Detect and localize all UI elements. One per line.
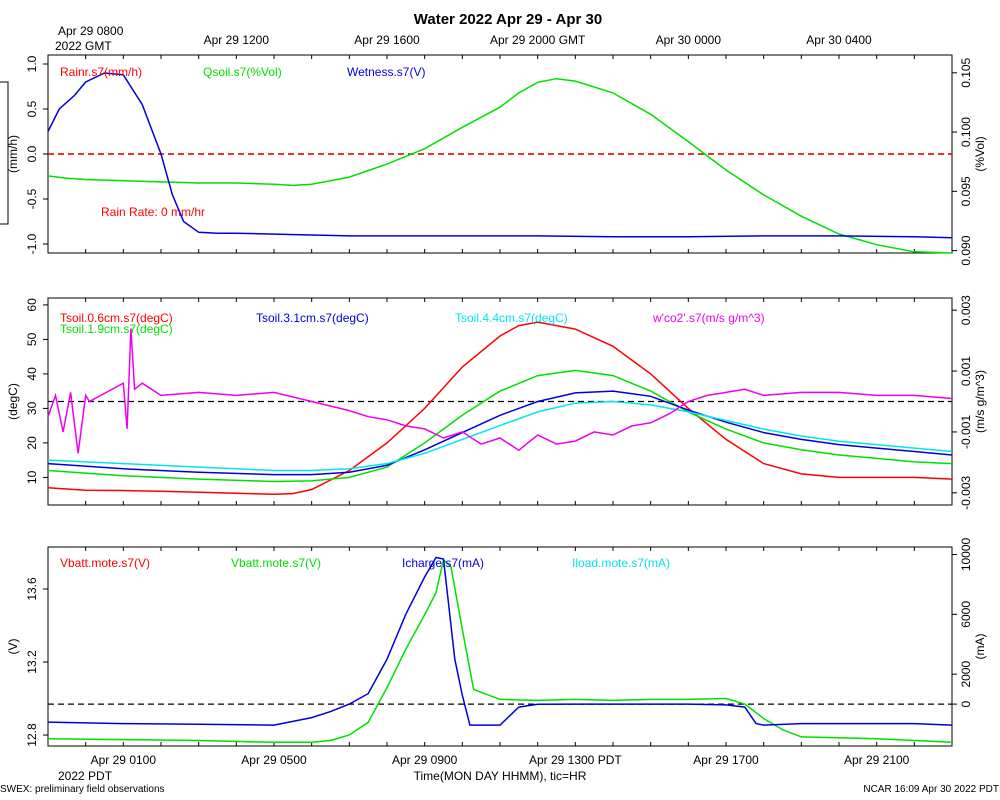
- left-tick-label: -0.5: [25, 188, 39, 209]
- left-axis-label: (mm/h): [6, 135, 20, 173]
- top-time-label: Apr 30 0400: [806, 33, 872, 47]
- series-line-tsoil-3-1cm-s7: [47, 390, 953, 476]
- right-tick-label: 2000: [959, 661, 973, 688]
- left-axis-label: (V): [6, 639, 20, 655]
- legend-entry: Iload.mote.s7(mA): [572, 556, 670, 570]
- left-tick-label: 0.0: [25, 145, 39, 162]
- legend-entry: Tsoil.1.9cm.s7(degC): [60, 322, 173, 336]
- legend-entry: Rainr.s7(mm/h): [60, 65, 142, 79]
- right-tick-label: 6000: [959, 601, 973, 628]
- left-tick-label: 0.5: [25, 100, 39, 117]
- left-axis-label: (degC): [6, 383, 20, 420]
- bottom-time-label: Apr 29 1700: [693, 753, 759, 767]
- gmt-start-year-label: 2022 GMT: [55, 39, 112, 53]
- legend-entry: Icharge.s7(mA): [402, 556, 484, 570]
- series-line-tsoil-1-9cm-s7: [47, 369, 953, 483]
- right-tick-label: -0.003: [959, 475, 973, 509]
- left-tick-label: 20: [25, 436, 39, 450]
- top-time-label: Apr 29 2000 GMT: [490, 33, 586, 47]
- left-tick-label: 13.2: [25, 650, 39, 674]
- right-tick-label: 0.095: [959, 176, 973, 206]
- series-line-vbatt-mote-s7: [47, 558, 953, 744]
- right-tick-label: 0.001: [959, 356, 973, 386]
- bottom-time-label: Apr 29 0500: [241, 753, 307, 767]
- left-tick-label: 10: [25, 470, 39, 484]
- top-time-label: Apr 29 1200: [204, 33, 270, 47]
- left-tick-label: 13.6: [25, 577, 39, 601]
- gmt-start-label: Apr 29 0800: [58, 24, 124, 38]
- panel-frame: [47, 546, 953, 747]
- left-tick-label: 60: [25, 298, 39, 312]
- footer-left: SWEX: preliminary field observations: [0, 784, 165, 795]
- right-tick-label: -0.001: [959, 415, 973, 449]
- series-line-w-co2-s7: [47, 328, 953, 454]
- left-tick-label: 30: [25, 401, 39, 415]
- rain-rate-annotation: Rain Rate: 0 mm/hr: [101, 205, 205, 219]
- series-line-wetness-s7: [47, 72, 953, 239]
- left-edge-bracket: [0, 81, 9, 225]
- left-tick-label: 12.8: [25, 723, 39, 747]
- legend-entry: Wetness.s7(V): [347, 65, 425, 79]
- right-tick-label: 0.003: [959, 295, 973, 325]
- bottom-time-label: Apr 29 2100: [844, 753, 910, 767]
- series-line-tsoil-0-6cm-s7: [47, 321, 953, 496]
- legend-entry: w'co2'.s7(m/s g/m^3): [652, 311, 765, 325]
- pdt-start-year-label: 2022 PDT: [58, 769, 113, 783]
- right-axis-label: (%Vol): [973, 136, 987, 171]
- top-time-label: Apr 30 0000: [656, 33, 722, 47]
- right-tick-label: 0.105: [959, 57, 973, 87]
- panel-water: 1.0 0.5 0.0 -0.5 -1.0 (mm/h) 0.105 0.100 0.095 0.…: [6, 33, 987, 266]
- right-tick-label: 0: [959, 700, 973, 707]
- x-axis-label: Time(MON DAY HHMM), tic=HR: [414, 769, 587, 783]
- legend-entry: Vbatt.mote.s7(V): [231, 556, 321, 570]
- bottom-time-label: Apr 29 0100: [91, 753, 157, 767]
- top-time-label: Apr 29 1600: [354, 33, 420, 47]
- legend-entry: Tsoil.3.1cm.s7(degC): [256, 311, 369, 325]
- legend-entry: Vbatt.mote.s7(V): [60, 556, 150, 570]
- right-tick-label: 10000: [959, 537, 973, 571]
- series-line-icharge-s7: [47, 556, 953, 726]
- left-tick-label: 50: [25, 332, 39, 346]
- left-tick-label: -1.0: [25, 233, 39, 254]
- panel-soil: 60 50 40 30 20 10 (degC) 0.003 0.001 -0.001 -0.003…: [6, 295, 987, 510]
- left-tick-label: 40: [25, 367, 39, 381]
- bottom-time-label: Apr 29 0900: [392, 753, 458, 767]
- right-tick-label: 0.090: [959, 235, 973, 265]
- panel-power: 13.6 13.2 12.8 (V) 10000 6000 2000 0 (mA) Vbatt.m…: [6, 537, 987, 767]
- right-tick-label: 0.100: [959, 117, 973, 147]
- footer-right: NCAR 16:09 Apr 30 2022 PDT: [863, 784, 999, 795]
- right-axis-label: (m/s g/m^3): [973, 370, 987, 433]
- bottom-time-label: Apr 29 1300 PDT: [529, 753, 622, 767]
- series-line-tsoil-4-4cm-s7: [47, 400, 953, 472]
- legend-entry: Tsoil.4.4cm.s7(degC): [455, 311, 568, 325]
- series-line-qsoil-s7: [47, 77, 953, 254]
- left-tick-label: 1.0: [25, 55, 39, 72]
- right-axis-label: (mA): [973, 634, 987, 660]
- legend-entry: Tsoil.0.6cm.s7(degC): [60, 311, 173, 325]
- chart-title: Water 2022 Apr 29 - Apr 30: [414, 11, 602, 28]
- legend-entry: Qsoil.s7(%Vol): [203, 65, 282, 79]
